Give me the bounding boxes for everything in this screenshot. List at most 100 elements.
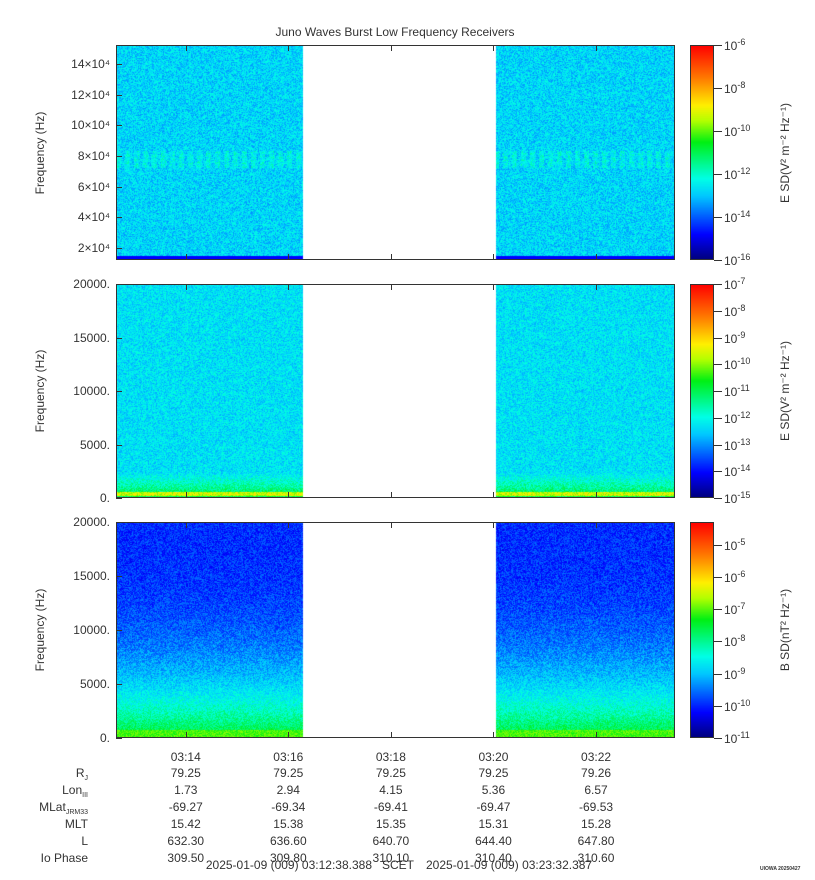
ephemeris-value: 79.25	[248, 766, 328, 780]
ephemeris-value: 79.25	[146, 766, 226, 780]
x-tick-label: 03:20	[453, 750, 533, 764]
start-time: 2025-01-09 (009) 03:12:38.388	[206, 858, 372, 872]
x-tick	[493, 254, 494, 260]
x-tick	[596, 732, 597, 738]
colorbar-frame	[690, 45, 714, 260]
colorbar-tick-label: 10-16	[724, 254, 750, 268]
ephemeris-value: 647.80	[556, 834, 636, 848]
x-tick	[596, 492, 597, 498]
y-axis-label: Frequency (Hz)	[33, 336, 47, 446]
colorbar-tick	[714, 577, 722, 578]
ephemeris-value: 15.28	[556, 817, 636, 831]
x-tick-label: 03:18	[351, 750, 431, 764]
y-tick	[116, 684, 122, 685]
colorbar-tick-label: 10-7	[724, 278, 745, 292]
x-tick	[186, 254, 187, 260]
colorbar-tick	[714, 545, 722, 546]
x-tick	[186, 522, 187, 528]
x-tick	[288, 284, 289, 290]
colorbar-tick-label: 10-8	[724, 82, 745, 96]
colorbar-tick	[714, 88, 722, 89]
ephemeris-value: 5.36	[453, 783, 533, 797]
y-tick-label: 8×10⁴	[60, 149, 110, 163]
x-tick-label: 03:14	[146, 750, 226, 764]
ephemeris-value: 15.35	[351, 817, 431, 831]
colorbar-tick-label: 10-13	[724, 439, 750, 453]
colorbar-tick-label: 10-8	[724, 635, 745, 649]
colorbar-tick-label: 10-8	[724, 305, 745, 319]
colorbar-tick	[714, 738, 722, 739]
y-tick	[116, 576, 122, 577]
ephemeris-label: MLatJRM33	[39, 800, 88, 814]
plot-frame-1	[116, 45, 675, 260]
x-tick	[391, 732, 392, 738]
y-tick-label: 6×10⁴	[60, 180, 110, 194]
x-tick	[596, 284, 597, 290]
y-tick-label: 10×10⁴	[60, 118, 110, 132]
x-tick	[288, 732, 289, 738]
ephemeris-value: 4.15	[351, 783, 431, 797]
ephemeris-value: -69.47	[453, 800, 533, 814]
colorbar-tick	[714, 217, 722, 218]
y-tick	[116, 187, 122, 188]
ephemeris-value: 15.38	[248, 817, 328, 831]
colorbar-tick-label: 10-15	[724, 492, 750, 506]
colorbar-tick	[714, 338, 722, 339]
y-tick	[116, 95, 122, 96]
y-tick-label: 14×10⁴	[60, 57, 110, 71]
y-tick	[116, 445, 122, 446]
y-tick-label: 5000.	[60, 677, 110, 691]
y-tick	[116, 391, 122, 392]
x-tick	[186, 45, 187, 51]
x-tick	[288, 492, 289, 498]
ephemeris-value: 1.73	[146, 783, 226, 797]
y-tick-label: 0.	[60, 491, 110, 505]
colorbar-tick-label: 10-10	[724, 700, 750, 714]
y-tick-label: 4×10⁴	[60, 210, 110, 224]
x-tick	[186, 732, 187, 738]
y-tick-label: 5000.	[60, 438, 110, 452]
x-tick	[596, 45, 597, 51]
ephemeris-value: -69.27	[146, 800, 226, 814]
y-tick	[116, 125, 122, 126]
y-tick-label: 10000.	[60, 384, 110, 398]
y-tick	[116, 284, 122, 285]
colorbar-tick-label: 10-6	[724, 571, 745, 585]
colorbar-tick	[714, 45, 722, 46]
y-axis-label: Frequency (Hz)	[33, 98, 47, 208]
x-tick	[391, 254, 392, 260]
ephemeris-value: -69.34	[248, 800, 328, 814]
y-tick	[116, 738, 122, 739]
plot-frame-3	[116, 522, 675, 738]
colorbar-tick-label: 10-9	[724, 668, 745, 682]
colorbar-tick	[714, 364, 722, 365]
x-tick	[186, 492, 187, 498]
y-tick	[116, 522, 122, 523]
x-tick	[493, 732, 494, 738]
colorbar-label: E SD(V² m⁻² Hz⁻¹)	[778, 83, 792, 223]
ephemeris-value: 6.57	[556, 783, 636, 797]
ephemeris-value: 636.60	[248, 834, 328, 848]
ephemeris-label: MLT	[65, 817, 88, 831]
end-time: 2025-01-09 (009) 03:23:32.387	[426, 858, 592, 872]
y-tick	[116, 156, 122, 157]
figure-title: Juno Waves Burst Low Frequency Receivers	[0, 25, 790, 39]
colorbar-tick	[714, 284, 722, 285]
spectrogram-figure: Juno Waves Burst Low Frequency Receivers…	[0, 0, 815, 880]
colorbar-tick	[714, 311, 722, 312]
colorbar-tick-label: 10-9	[724, 332, 745, 346]
colorbar-tick-label: 10-6	[724, 39, 745, 53]
colorbar-tick	[714, 445, 722, 446]
y-tick-label: 10000.	[60, 623, 110, 637]
ephemeris-value: 2.94	[248, 783, 328, 797]
colorbar-tick-label: 10-12	[724, 412, 750, 426]
ephemeris-label: Io Phase	[41, 851, 88, 865]
ephemeris-value: 15.42	[146, 817, 226, 831]
x-tick-label: 03:22	[556, 750, 636, 764]
ephemeris-label: LonIII	[62, 783, 88, 797]
x-tick	[596, 522, 597, 528]
ephemeris-value: 640.70	[351, 834, 431, 848]
x-tick	[186, 284, 187, 290]
x-tick	[288, 522, 289, 528]
colorbar-tick-label: 10-10	[724, 125, 750, 139]
